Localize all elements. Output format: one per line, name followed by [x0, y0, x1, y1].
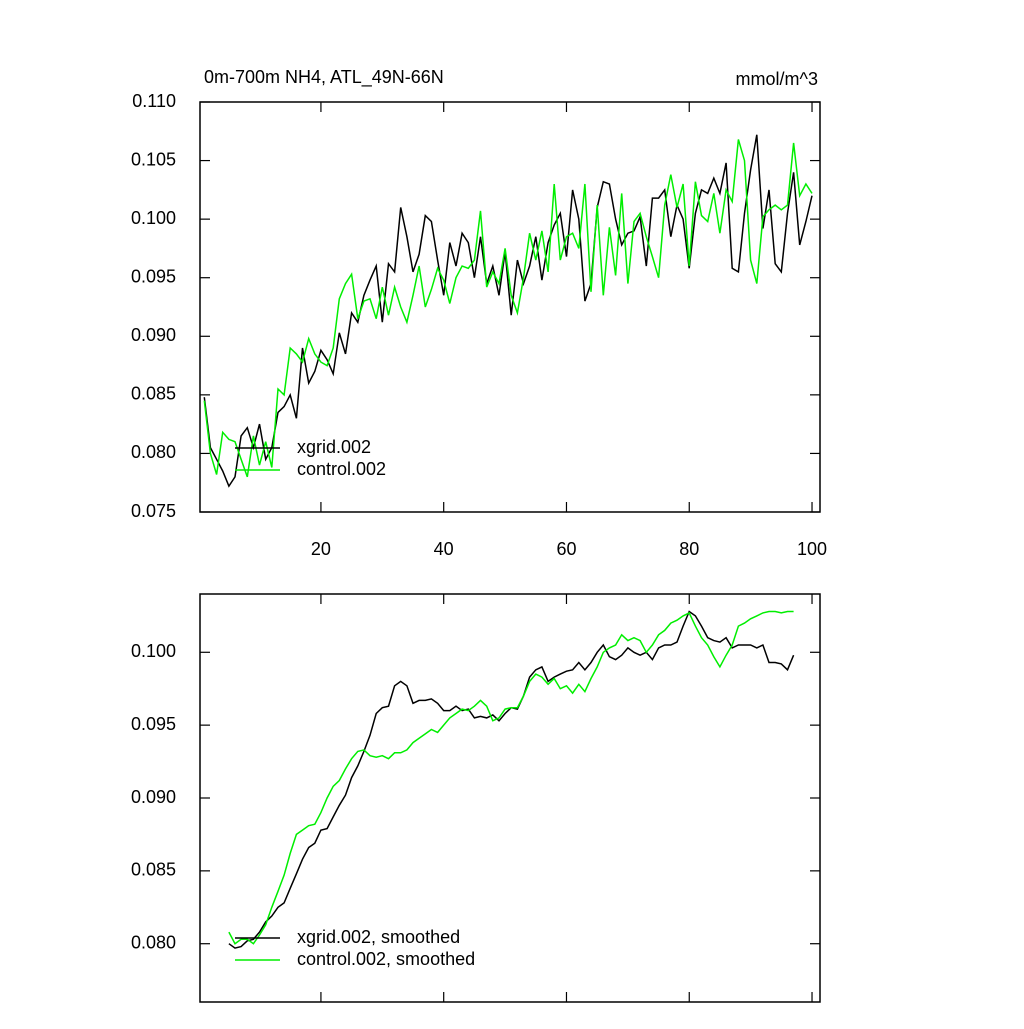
y-tick-label: 0.075	[131, 501, 176, 521]
y-tick-label: 0.100	[131, 208, 176, 228]
y-tick-label: 0.085	[131, 860, 176, 880]
series-line	[228, 610, 794, 945]
x-tick-label: 60	[556, 539, 576, 559]
y-tick-label: 0.080	[131, 442, 176, 462]
y-tick-label: 0.095	[131, 714, 176, 734]
chart-title: 0m-700m NH4, ATL_49N-66N	[204, 67, 444, 88]
series-line	[203, 139, 813, 478]
x-tick-label: 100	[797, 539, 827, 559]
legend-label: control.002	[297, 459, 386, 479]
y-tick-label: 0.080	[131, 932, 176, 952]
legend-label: xgrid.002, smoothed	[297, 927, 460, 947]
x-tick-label: 80	[679, 539, 699, 559]
y-tick-label: 0.110	[132, 91, 176, 111]
units-label: mmol/m^3	[736, 69, 818, 89]
x-tick-label: 40	[434, 539, 454, 559]
plot-frame	[199, 101, 821, 513]
legend-label: xgrid.002	[297, 437, 371, 457]
legend-label: control.002, smoothed	[297, 949, 475, 969]
plot-frame	[199, 593, 821, 1003]
series-line	[228, 610, 795, 949]
y-tick-label: 0.085	[131, 384, 176, 404]
x-tick-label: 20	[311, 539, 331, 559]
y-tick-label: 0.100	[131, 641, 176, 661]
y-tick-label: 0.090	[131, 787, 176, 807]
y-tick-label: 0.090	[131, 325, 176, 345]
series-line	[203, 134, 813, 488]
y-tick-label: 0.095	[131, 266, 176, 286]
y-tick-label: 0.105	[131, 149, 176, 169]
